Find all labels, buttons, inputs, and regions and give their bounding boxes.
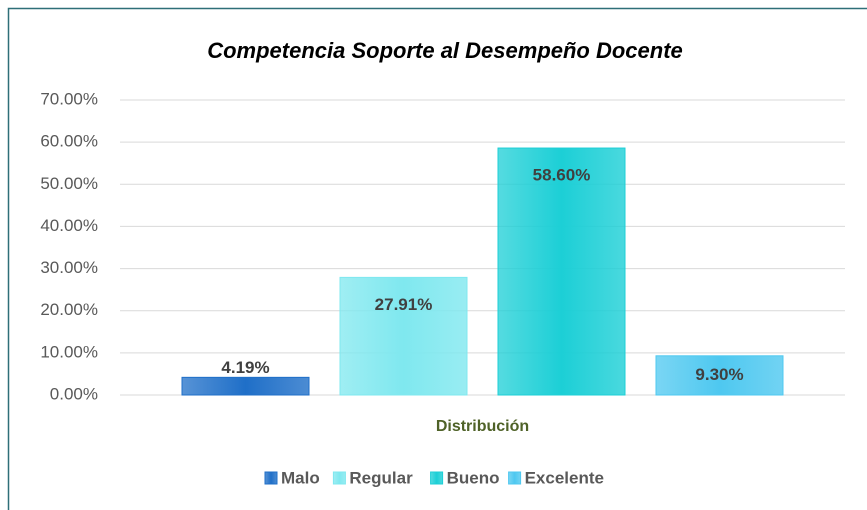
y-tick-label: 30.00%	[40, 258, 98, 277]
bar	[181, 376, 310, 396]
data-label: 4.19%	[221, 358, 269, 377]
y-tick-label: 60.00%	[40, 132, 98, 151]
legend-label: Malo	[281, 468, 320, 487]
legend-swatch	[508, 471, 522, 485]
y-tick-label: 20.00%	[40, 300, 98, 319]
bar	[497, 147, 626, 396]
legend-label: Regular	[349, 468, 413, 487]
legend-swatch	[332, 471, 346, 485]
y-tick-label: 0.00%	[50, 384, 98, 403]
data-label: 58.60%	[533, 166, 591, 185]
bar	[655, 355, 784, 396]
y-tick-label: 10.00%	[40, 342, 98, 361]
bar	[339, 276, 468, 396]
chart-frame	[7, 7, 867, 510]
y-tick-label: 70.00%	[40, 89, 98, 108]
legend-label: Bueno	[447, 468, 500, 487]
data-label: 27.91%	[375, 295, 433, 314]
legend-label: Excelente	[525, 468, 604, 487]
data-label: 9.30%	[695, 365, 743, 384]
x-axis-category: Distribución	[436, 418, 529, 435]
y-tick-label: 50.00%	[40, 174, 98, 193]
legend-swatch	[430, 471, 444, 485]
legend-swatch	[264, 471, 278, 485]
y-tick-label: 40.00%	[40, 216, 98, 235]
chart-title: Competencia Soporte al Desempeño Docente	[207, 38, 683, 63]
